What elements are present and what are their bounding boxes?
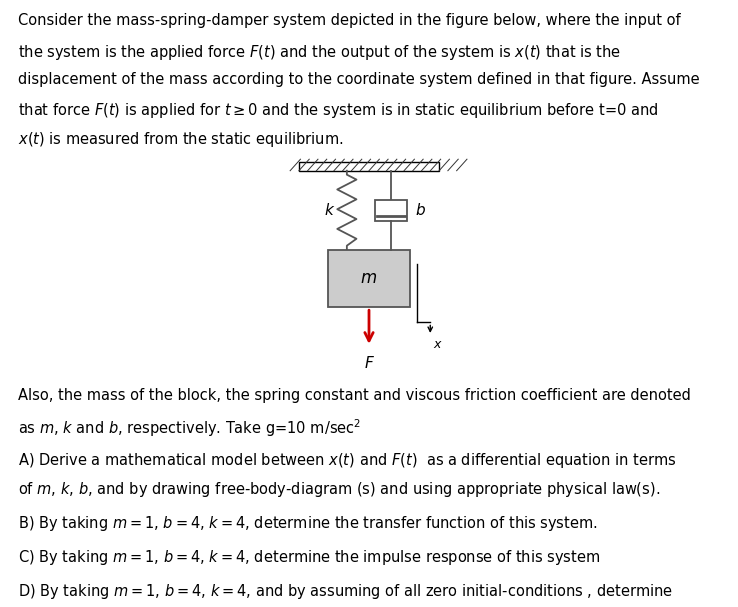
Text: b: b: [415, 203, 426, 218]
Text: x: x: [433, 337, 441, 351]
FancyBboxPatch shape: [299, 162, 439, 171]
Text: the system is the applied force $F(t)$ and the output of the system is $x(t)$ th: the system is the applied force $F(t)$ a…: [18, 42, 621, 61]
Text: C) By taking $m = 1$, $b = 4$, $k = 4$, determine the impulse response of this s: C) By taking $m = 1$, $b = 4$, $k = 4$, …: [18, 549, 601, 568]
Text: that force $F(t)$ is applied for $t \geq 0$ and the system is in static equilibr: that force $F(t)$ is applied for $t \geq…: [18, 101, 659, 120]
Text: of $m$, $k$, $b$, and by drawing free-body-diagram (s) and using appropriate phy: of $m$, $k$, $b$, and by drawing free-bo…: [18, 480, 661, 500]
Text: $x(t)$ is measured from the static equilibrium.: $x(t)$ is measured from the static equil…: [18, 130, 344, 149]
Text: as $m$, $k$ and $b$, respectively. Take g=10 m/sec$^2$: as $m$, $k$ and $b$, respectively. Take …: [18, 417, 362, 439]
Text: F: F: [365, 356, 373, 371]
Text: displacement of the mass according to the coordinate system defined in that figu: displacement of the mass according to th…: [18, 72, 700, 87]
Text: m: m: [361, 270, 377, 288]
Text: k: k: [324, 203, 333, 218]
Bar: [375, 200, 407, 221]
Text: Consider the mass-spring-damper system depicted in the figure below, where the i: Consider the mass-spring-damper system d…: [18, 13, 681, 29]
Text: B) By taking $m = 1$, $b = 4$, $k = 4$, determine the transfer function of this : B) By taking $m = 1$, $b = 4$, $k = 4$, …: [18, 514, 598, 534]
Text: A) Derive a mathematical model between $x(t)$ and $F(t)$  as a differential equa: A) Derive a mathematical model between $…: [18, 451, 677, 470]
Text: Also, the mass of the block, the spring constant and viscous friction coefficien: Also, the mass of the block, the spring …: [18, 388, 692, 403]
Bar: [328, 249, 410, 307]
Text: D) By taking $m = 1$, $b = 4$, $k = 4$, and by assuming of all zero initial-cond: D) By taking $m = 1$, $b = 4$, $k = 4$, …: [18, 583, 674, 602]
